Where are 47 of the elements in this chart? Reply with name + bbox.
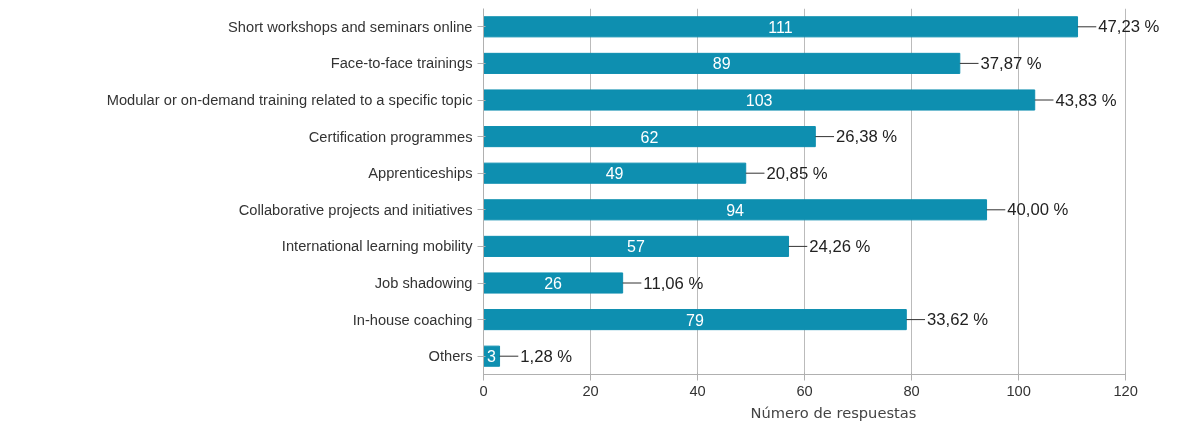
annotation: 33,62 % xyxy=(927,310,989,330)
y-tick-label: Modular or on-demand training related to a specific topic xyxy=(106,92,473,108)
y-tick-label: Others xyxy=(428,348,473,365)
bar xyxy=(483,89,1036,111)
y-tick-label: Face-to-face trainings xyxy=(330,55,473,72)
x-tick-label: 120 xyxy=(1113,382,1138,399)
annotation: 40,00 % xyxy=(1007,200,1069,220)
x-tick-label: 0 xyxy=(479,382,488,399)
bar xyxy=(483,16,1079,38)
bar xyxy=(483,52,961,74)
y-tick-label: International learning mobility xyxy=(281,238,474,255)
data-label: 57 xyxy=(627,238,646,256)
data-label: 94 xyxy=(726,201,745,219)
data-label: 111 xyxy=(768,18,793,36)
x-tick-label: 100 xyxy=(1006,382,1031,399)
data-label: 3 xyxy=(487,348,497,366)
y-tick-label: Certification programmes xyxy=(308,128,473,145)
bar xyxy=(483,126,816,148)
annotation: 20,85 % xyxy=(766,163,828,183)
annotation: 37,87 % xyxy=(980,53,1042,73)
x-tick-label: 20 xyxy=(582,382,599,399)
x-tick-label: 60 xyxy=(796,382,813,399)
annotation: 26,38 % xyxy=(836,127,898,147)
x-tick-label: 80 xyxy=(903,382,920,399)
y-tick-label: Short workshops and seminars online xyxy=(228,18,473,35)
annotation: 47,23 % xyxy=(1098,17,1160,37)
bar xyxy=(483,309,907,331)
bar xyxy=(483,272,624,294)
x-axis-title: Número de respuestas xyxy=(750,403,917,421)
annotation: 11,06 % xyxy=(643,273,704,293)
data-label: 49 xyxy=(605,165,624,183)
bar xyxy=(483,199,988,221)
x-tick-label: 40 xyxy=(689,382,706,399)
y-tick-label: Apprenticeships xyxy=(368,165,473,182)
y-tick-label: Job shadowing xyxy=(374,275,473,291)
annotation: 43,83 % xyxy=(1055,90,1117,110)
data-label: 62 xyxy=(640,128,659,146)
data-label: 103 xyxy=(745,92,773,109)
data-label: 79 xyxy=(685,311,704,329)
annotation: 24,26 % xyxy=(809,236,871,256)
y-tick-label: Collaborative projects and initiatives xyxy=(238,201,473,218)
bar xyxy=(483,162,747,184)
annotation: 1,28 % xyxy=(520,346,573,366)
y-tick-label: In-house coaching xyxy=(352,311,473,328)
bar xyxy=(483,235,790,257)
data-label: 26 xyxy=(544,275,563,292)
data-label: 89 xyxy=(712,55,731,73)
